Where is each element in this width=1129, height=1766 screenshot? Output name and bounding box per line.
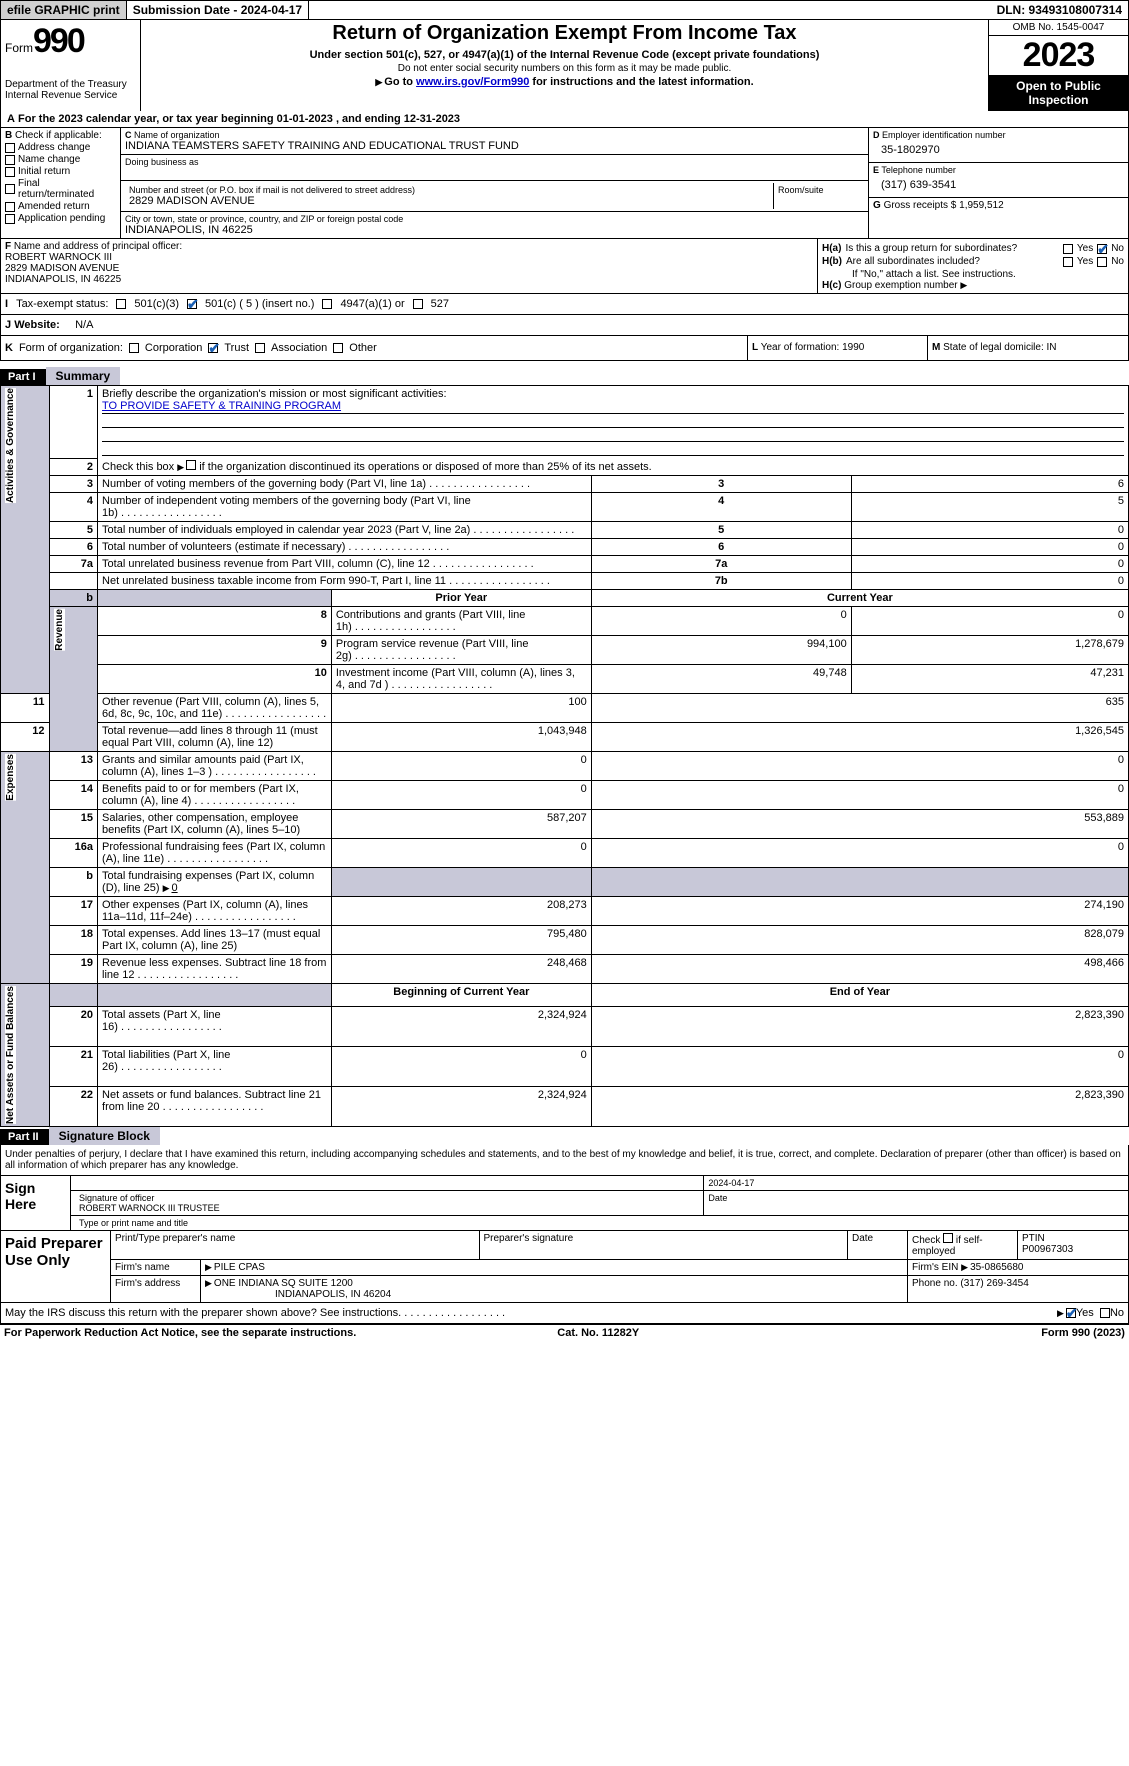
section-c: C Name of organizationINDIANA TEAMSTERS …	[121, 128, 868, 238]
ein: 35-1802970	[873, 140, 1124, 160]
section-i: ITax-exempt status: 501(c)(3) 501(c) ( 5…	[1, 294, 1128, 314]
sign-here-block: Sign Here 2024-04-17 Signature of office…	[0, 1176, 1129, 1231]
city-state-zip: INDIANAPOLIS, IN 46225	[125, 224, 864, 236]
paid-preparer-block: Paid Preparer Use Only Print/Type prepar…	[0, 1231, 1129, 1303]
form-subtitle-2: Do not enter social security numbers on …	[145, 63, 984, 74]
gov-row: Net unrelated business taxable income fr…	[1, 573, 1129, 590]
org-name: INDIANA TEAMSTERS SAFETY TRAINING AND ED…	[125, 140, 864, 152]
telephone: (317) 639-3541	[873, 175, 1124, 195]
exp-row: 19Revenue less expenses. Subtract line 1…	[1, 955, 1129, 984]
form-number: 990	[33, 22, 84, 60]
section-m: M State of legal domicile: IN	[928, 336, 1128, 360]
mission-text[interactable]: TO PROVIDE SAFETY & TRAINING PROGRAM	[102, 400, 1124, 414]
527-checkbox[interactable]	[413, 299, 423, 309]
summary-table: Activities & Governance 1 Briefly descri…	[0, 385, 1129, 1127]
application-pending-checkbox[interactable]	[5, 214, 15, 224]
section-b: B Check if applicable: Address change Na…	[1, 128, 121, 238]
top-bar: efile GRAPHIC print Submission Date - 20…	[0, 0, 1129, 20]
hb-yes-checkbox[interactable]	[1063, 257, 1073, 267]
exp-row: 16aProfessional fundraising fees (Part I…	[1, 839, 1129, 868]
dln: DLN: 93493108007314	[991, 1, 1128, 19]
final-return-checkbox[interactable]	[5, 184, 15, 194]
side-expenses: Expenses	[5, 754, 16, 801]
gov-row: 7aTotal unrelated business revenue from …	[1, 556, 1129, 573]
row-a: A For the 2023 calendar year, or tax yea…	[0, 111, 1129, 128]
na-row: 21Total liabilities (Part X, line 26)00	[1, 1047, 1129, 1087]
firm-address: ONE INDIANA SQ SUITE 1200	[214, 1278, 353, 1289]
na-row: 20Total assets (Part X, line 16)2,324,92…	[1, 1007, 1129, 1047]
irs-link[interactable]: www.irs.gov/Form990	[416, 76, 529, 88]
sign-date: 2024-04-17	[704, 1176, 1124, 1190]
address-change-checkbox[interactable]	[5, 143, 15, 153]
form-title: Return of Organization Exempt From Incom…	[145, 22, 984, 45]
exp-row: 14Benefits paid to or for members (Part …	[1, 781, 1129, 810]
part1-title: Summary	[46, 367, 121, 385]
room-suite: Room/suite	[774, 183, 864, 209]
gov-row: 5Total number of individuals employed in…	[1, 522, 1129, 539]
discuss-no-checkbox[interactable]	[1100, 1308, 1110, 1318]
firm-name: PILE CPAS	[214, 1262, 265, 1273]
rev-row: 10Investment income (Part VIII, column (…	[1, 665, 1129, 694]
form-subtitle-1: Under section 501(c), 527, or 4947(a)(1)…	[145, 49, 984, 61]
section-k: KForm of organization: Corporation Trust…	[1, 336, 748, 360]
part2-title: Signature Block	[49, 1127, 160, 1145]
trust-checkbox[interactable]	[208, 343, 218, 353]
firm-phone: (317) 269-3454	[960, 1278, 1028, 1289]
website-value: N/A	[75, 319, 93, 331]
section-h: H(a)Is this a group return for subordina…	[818, 239, 1128, 293]
discuss-yes-checkbox[interactable]	[1066, 1308, 1076, 1318]
section-j: J Website: N/A	[1, 315, 1128, 335]
other-checkbox[interactable]	[333, 343, 343, 353]
exp-row: bTotal fundraising expenses (Part IX, co…	[1, 868, 1129, 897]
department: Department of the Treasury Internal Reve…	[5, 79, 136, 101]
section-f: F Name and address of principal officer:…	[1, 239, 818, 293]
officer-name: ROBERT WARNOCK III TRUSTEE	[79, 1203, 699, 1213]
form-header: Form990 Department of the Treasury Inter…	[0, 20, 1129, 111]
rev-row: 12Total revenue—add lines 8 through 11 (…	[1, 723, 1129, 752]
initial-return-checkbox[interactable]	[5, 167, 15, 177]
discuss-row: May the IRS discuss this return with the…	[0, 1303, 1129, 1324]
gov-row: 6Total number of volunteers (estimate if…	[1, 539, 1129, 556]
tax-year: 2023	[989, 36, 1128, 75]
part2-header: Part II	[0, 1129, 53, 1145]
name-change-checkbox[interactable]	[5, 155, 15, 165]
501c-checkbox[interactable]	[187, 299, 197, 309]
501c3-checkbox[interactable]	[116, 299, 126, 309]
gov-row: 3Number of voting members of the governi…	[1, 476, 1129, 493]
side-governance: Activities & Governance	[5, 388, 16, 503]
ha-no-checkbox[interactable]	[1097, 244, 1107, 254]
open-public: Open to Public Inspection	[989, 75, 1128, 111]
side-netassets: Net Assets or Fund Balances	[5, 986, 16, 1124]
part1-header: Part I	[0, 369, 50, 385]
rev-row: 9Program service revenue (Part VIII, lin…	[1, 636, 1129, 665]
street-address: 2829 MADISON AVENUE	[129, 195, 769, 207]
association-checkbox[interactable]	[255, 343, 265, 353]
declaration-text: Under penalties of perjury, I declare th…	[0, 1145, 1129, 1176]
rev-row: 11Other revenue (Part VIII, column (A), …	[1, 694, 1129, 723]
footer: For Paperwork Reduction Act Notice, see …	[0, 1324, 1129, 1341]
gov-row: 4Number of independent voting members of…	[1, 493, 1129, 522]
discontinued-checkbox[interactable]	[186, 460, 196, 470]
ha-yes-checkbox[interactable]	[1063, 244, 1073, 254]
omb-number: OMB No. 1545-0047	[989, 20, 1128, 36]
efile-print-button[interactable]: efile GRAPHIC print	[1, 1, 127, 19]
exp-row: 15Salaries, other compensation, employee…	[1, 810, 1129, 839]
side-revenue: Revenue	[54, 609, 65, 651]
exp-row: 18Total expenses. Add lines 13–17 (must …	[1, 926, 1129, 955]
form-subtitle-3: Go to www.irs.gov/Form990 for instructio…	[145, 76, 984, 88]
exp-row: 17Other expenses (Part IX, column (A), l…	[1, 897, 1129, 926]
amended-return-checkbox[interactable]	[5, 202, 15, 212]
firm-ein: 35-0865680	[970, 1262, 1023, 1273]
section-d: D Employer identification number35-18029…	[868, 128, 1128, 238]
4947-checkbox[interactable]	[322, 299, 332, 309]
corporation-checkbox[interactable]	[129, 343, 139, 353]
submission-date: Submission Date - 2024-04-17	[127, 1, 309, 19]
hb-no-checkbox[interactable]	[1097, 257, 1107, 267]
self-employed-checkbox[interactable]	[943, 1233, 953, 1243]
form-prefix: Form	[5, 41, 33, 55]
section-l: L Year of formation: 1990	[748, 336, 928, 360]
gross-receipts: 1,959,512	[959, 200, 1004, 211]
ptin: P00967303	[1022, 1244, 1124, 1255]
na-row: 22Net assets or fund balances. Subtract …	[1, 1087, 1129, 1127]
